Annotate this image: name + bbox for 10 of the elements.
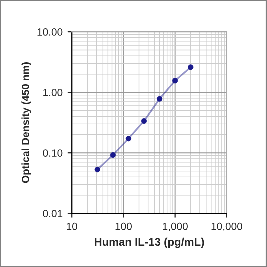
y-tick-label: 0.01: [43, 210, 63, 218]
x-tick-label: 10: [67, 222, 78, 230]
x-tick-label: 10,000: [212, 222, 242, 232]
x-tick-label: 1,000: [163, 222, 188, 232]
y-axis-title: Optical Density (450 nm): [22, 62, 32, 184]
x-tick-label: 100: [116, 222, 132, 230]
x-axis-title: Human IL-13 (pg/mL): [95, 238, 204, 248]
y-tick-label: 10.00: [38, 28, 63, 36]
y-tick-label: 1.00: [44, 89, 63, 96]
y-tick-label: 0.10: [43, 150, 63, 157]
